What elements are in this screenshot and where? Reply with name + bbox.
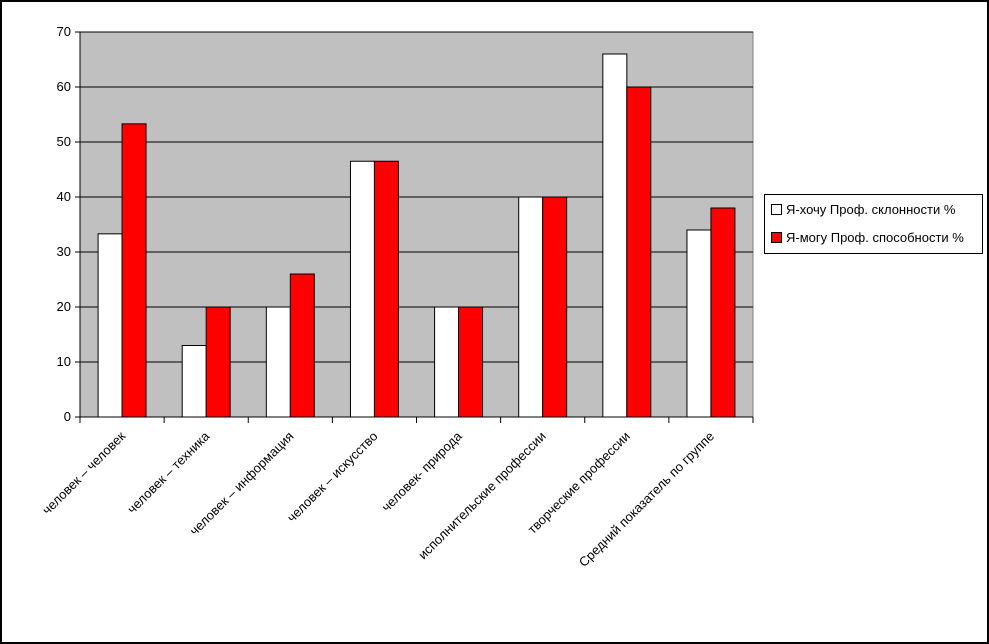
legend-label-series-2: Я-могу Проф. способности %: [786, 229, 964, 245]
y-tick-label: 50: [57, 134, 71, 149]
y-tick-label: 70: [57, 24, 71, 39]
bar-series-1: [602, 53, 628, 418]
bar-series-1: [349, 160, 375, 418]
bar-series-1: [181, 345, 207, 418]
x-tick-label: человек- природа: [379, 428, 466, 515]
bar-series-1: [97, 233, 123, 418]
x-tick-label: человек – человек: [39, 428, 128, 517]
bar-series-2: [626, 86, 652, 418]
legend-swatch-series-2: [771, 231, 782, 243]
bar-series-2: [458, 306, 484, 418]
bar-series-2: [289, 273, 315, 418]
y-tick-label: 10: [57, 354, 71, 369]
y-tick-label: 20: [57, 299, 71, 314]
x-tick-label: человек – искусство: [284, 429, 381, 526]
bar-series-1: [686, 229, 712, 418]
bar-series-2: [710, 207, 736, 418]
legend: Я-хочу Проф. склонности % Я-могу Проф. с…: [764, 194, 983, 254]
plot-area: [79, 31, 754, 418]
bar-series-1: [518, 196, 544, 418]
bar-series-1: [265, 306, 291, 418]
y-tick-label: 0: [64, 409, 71, 424]
bar-series-2: [205, 306, 231, 418]
bar-series-1: [434, 306, 460, 418]
legend-item-series-1: Я-хочу Проф. склонности %: [765, 195, 982, 223]
legend-label-series-1: Я-хочу Проф. склонности %: [786, 201, 956, 217]
legend-swatch-series-1: [771, 203, 782, 215]
x-tick-label: человек – техника: [124, 428, 213, 517]
bar-series-2: [542, 196, 568, 418]
y-tick-label: 30: [57, 244, 71, 259]
y-tick-label: 60: [57, 79, 71, 94]
legend-item-series-2: Я-могу Проф. способности %: [765, 223, 982, 251]
y-tick-label: 40: [57, 189, 71, 204]
x-tick-label: Средний показатель по группе: [576, 429, 717, 570]
bar-series-2: [121, 123, 147, 418]
bar-series-2: [373, 160, 399, 418]
